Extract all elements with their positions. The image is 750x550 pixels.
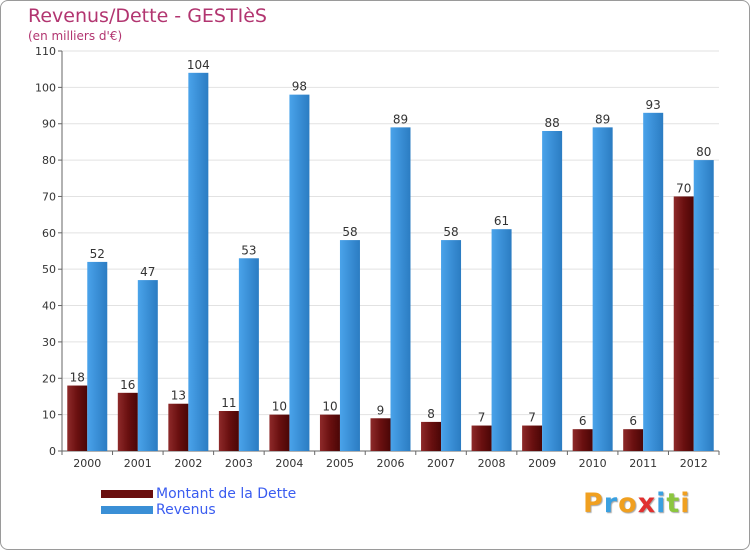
bar-revenus [390,127,411,451]
bar-dette [522,425,543,451]
x-tick-label: 2005 [326,457,354,470]
y-tick-label: 0 [49,445,56,458]
x-tick-label: 2008 [478,457,506,470]
data-label-revenus: 80 [696,145,711,159]
bar-revenus [491,229,512,451]
data-label-dette: 70 [676,181,691,195]
y-tick-label: 10 [42,409,56,422]
x-tick-label: 2006 [377,457,405,470]
chart-title: Revenus/Dette - GESTIèS [28,5,267,27]
logo-letter: r [603,488,619,519]
bar-dette [572,429,593,451]
x-tick-label: 2003 [225,457,253,470]
logo-letter: o [618,488,638,519]
data-label-dette: 18 [70,371,85,385]
data-label-revenus: 93 [646,98,661,112]
bar-revenus [592,127,613,451]
data-label-revenus: 89 [595,112,610,126]
data-label-revenus: 98 [292,80,307,94]
proxiti-logo: Proxiti [583,488,691,519]
bar-dette [370,418,391,451]
data-label-dette: 8 [427,407,435,421]
data-label-revenus: 52 [90,247,105,261]
logo-letter: x [637,488,657,519]
bar-revenus [693,160,714,451]
logo-letter: i [680,488,691,519]
bar-revenus [339,240,360,451]
data-label-dette: 10 [272,400,287,414]
bar-revenus [137,280,158,451]
y-tick-label: 90 [42,118,56,131]
y-tick-label: 30 [42,336,56,349]
legend-swatch-dette [101,490,153,498]
data-label-revenus: 58 [342,225,357,239]
bar-revenus [87,261,108,451]
bar-dette [218,411,239,451]
bar-dette [623,429,644,451]
data-label-revenus: 88 [544,116,559,130]
y-tick-label: 100 [35,81,56,94]
y-tick-label: 80 [42,154,56,167]
data-label-dette: 10 [322,400,337,414]
y-tick-label: 60 [42,227,56,240]
data-label-dette: 7 [478,411,486,425]
bar-revenus [289,94,310,452]
data-label-dette: 16 [120,378,135,392]
x-tick-label: 2002 [174,457,202,470]
bar-dette [67,385,88,451]
bar-revenus [542,131,563,451]
data-label-revenus: 61 [494,214,509,228]
x-tick-label: 2009 [528,457,556,470]
legend-swatch-revenus [101,506,153,514]
y-tick-label: 70 [42,190,56,203]
bar-dette [117,392,138,451]
data-label-dette: 6 [629,414,637,428]
x-tick-label: 2012 [680,457,708,470]
x-tick-label: 2001 [124,457,152,470]
bar-revenus [188,72,209,452]
data-label-revenus: 58 [443,225,458,239]
data-label-dette: 13 [171,389,186,403]
logo-letter: P [583,488,604,519]
data-label-dette: 9 [377,403,385,417]
data-label-revenus: 104 [187,58,210,72]
chart-subtitle: (en milliers d'€) [28,29,123,43]
data-label-dette: 11 [221,396,236,410]
y-tick-label: 110 [35,45,56,58]
bar-dette [471,425,492,451]
logo-letter: i [656,488,667,519]
y-tick-label: 40 [42,300,56,313]
data-label-dette: 6 [579,414,587,428]
data-label-dette: 7 [528,411,536,425]
x-tick-label: 2010 [579,457,607,470]
bar-revenus [238,258,259,451]
bar-dette [319,414,340,451]
y-tick-label: 20 [42,372,56,385]
bar-revenus [441,240,462,451]
bar-dette [168,403,189,451]
bar-dette [269,414,290,451]
legend-label-dette: Montant de la Dette [156,486,297,502]
bar-dette [421,421,442,451]
data-label-revenus: 89 [393,112,408,126]
x-tick-label: 2011 [629,457,657,470]
x-tick-label: 2000 [73,457,101,470]
x-tick-label: 2007 [427,457,455,470]
bar-dette [673,196,694,451]
data-label-revenus: 47 [140,265,155,279]
y-tick-label: 50 [42,263,56,276]
x-tick-label: 2004 [275,457,303,470]
bar-revenus [643,112,664,452]
logo-letter: t [666,488,681,519]
legend-label-revenus: Revenus [156,502,216,518]
data-label-revenus: 53 [241,243,256,257]
